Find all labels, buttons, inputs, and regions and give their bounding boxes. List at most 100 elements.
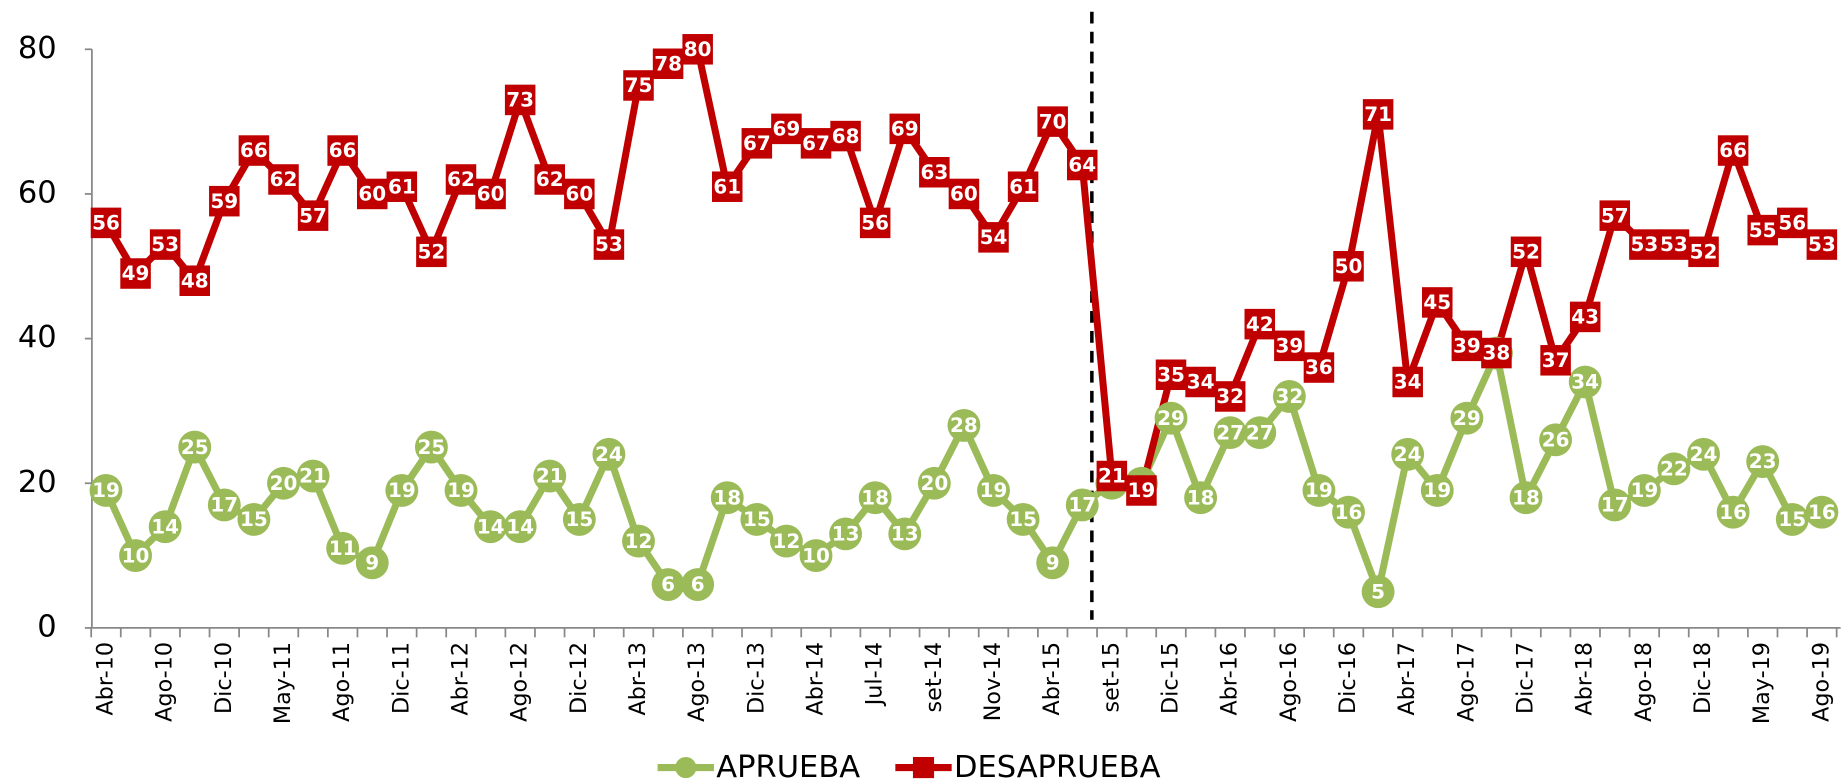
marker bbox=[771, 113, 802, 145]
x-tick-label: Abr-10 bbox=[92, 642, 118, 716]
data-label: 15 bbox=[240, 507, 268, 531]
x-tick-label: May-11 bbox=[270, 642, 296, 724]
data-label: 19 bbox=[388, 478, 416, 502]
data-label: 52 bbox=[1690, 239, 1718, 263]
data-label: 21 bbox=[299, 464, 327, 488]
data-label: 22 bbox=[1660, 456, 1688, 480]
marker bbox=[474, 510, 508, 544]
data-label: 69 bbox=[891, 117, 919, 141]
data-label: 61 bbox=[388, 174, 416, 198]
marker bbox=[149, 229, 181, 260]
marker bbox=[178, 430, 212, 464]
data-label: 57 bbox=[299, 203, 327, 227]
marker bbox=[1716, 495, 1750, 529]
marker bbox=[1037, 106, 1068, 137]
data-label: 53 bbox=[1808, 232, 1836, 256]
legend-marker bbox=[912, 757, 935, 779]
marker bbox=[1451, 330, 1483, 362]
data-label: 18 bbox=[1512, 485, 1540, 509]
data-label: 32 bbox=[1216, 384, 1244, 408]
marker bbox=[593, 229, 625, 260]
marker bbox=[1065, 488, 1099, 522]
marker bbox=[534, 164, 566, 195]
data-label: 45 bbox=[1423, 290, 1451, 314]
marker bbox=[948, 178, 980, 210]
marker bbox=[1332, 495, 1365, 529]
marker bbox=[503, 510, 537, 544]
data-label: 18 bbox=[713, 485, 741, 509]
data-label: 69 bbox=[773, 117, 801, 141]
data-label: 16 bbox=[1808, 500, 1836, 524]
marker bbox=[623, 70, 654, 101]
marker bbox=[1688, 236, 1719, 268]
y-tick-label: 60 bbox=[18, 175, 57, 210]
marker bbox=[416, 236, 447, 268]
data-label: 19 bbox=[92, 478, 120, 502]
data-label: 48 bbox=[181, 268, 209, 292]
data-label: 16 bbox=[1719, 500, 1747, 524]
data-label: 61 bbox=[1009, 174, 1037, 198]
marker bbox=[592, 437, 626, 471]
marker bbox=[385, 474, 419, 507]
marker bbox=[947, 408, 981, 442]
data-label: 66 bbox=[1719, 138, 1747, 162]
marker bbox=[889, 113, 921, 145]
data-label: 42 bbox=[1246, 312, 1274, 336]
data-label: 71 bbox=[1364, 102, 1392, 126]
data-label: 11 bbox=[329, 536, 357, 560]
data-label: 37 bbox=[1542, 348, 1570, 372]
data-label: 25 bbox=[181, 435, 209, 459]
marker bbox=[1303, 352, 1335, 383]
marker bbox=[977, 474, 1010, 507]
marker bbox=[297, 200, 329, 231]
marker bbox=[1687, 437, 1720, 471]
data-label: 17 bbox=[1601, 493, 1629, 517]
marker bbox=[444, 474, 478, 507]
data-label: 55 bbox=[1749, 218, 1777, 242]
marker bbox=[859, 207, 891, 239]
marker bbox=[1658, 229, 1690, 260]
x-tick-label: Abr-12 bbox=[447, 642, 473, 716]
data-label: 10 bbox=[122, 543, 150, 567]
x-tick-label: Dic-15 bbox=[1158, 642, 1184, 714]
marker bbox=[829, 517, 863, 551]
data-label: 19 bbox=[1630, 478, 1658, 502]
data-label: 62 bbox=[270, 167, 298, 191]
data-label: 34 bbox=[1394, 370, 1422, 394]
data-label: 24 bbox=[595, 442, 623, 466]
x-tick-label: Nov-14 bbox=[980, 642, 1006, 721]
marker bbox=[355, 546, 389, 580]
data-label: 20 bbox=[270, 471, 298, 495]
marker bbox=[238, 135, 270, 166]
data-label: 80 bbox=[684, 37, 712, 61]
marker bbox=[651, 568, 685, 601]
data-label: 60 bbox=[477, 182, 505, 206]
marker bbox=[1627, 474, 1661, 507]
marker bbox=[562, 502, 596, 536]
data-label: 15 bbox=[1009, 507, 1037, 531]
data-label: 6 bbox=[661, 572, 675, 596]
data-label: 62 bbox=[447, 167, 475, 191]
marker bbox=[888, 517, 922, 551]
legend-marker bbox=[675, 757, 697, 779]
data-label: 21 bbox=[1098, 464, 1126, 488]
data-label: 60 bbox=[950, 182, 978, 206]
legend-label: DESAPRUEBA bbox=[954, 750, 1161, 784]
marker bbox=[1213, 416, 1247, 450]
marker bbox=[1422, 287, 1453, 318]
marker bbox=[90, 207, 122, 239]
data-label: 61 bbox=[713, 174, 741, 198]
x-tick-label: Abr-14 bbox=[803, 642, 829, 716]
marker bbox=[681, 568, 715, 601]
x-tick-label: Abr-15 bbox=[1039, 642, 1065, 716]
data-label: 66 bbox=[240, 138, 268, 162]
data-label: 24 bbox=[1394, 442, 1422, 466]
x-tick-label: Dic-12 bbox=[566, 642, 592, 714]
x-tick-label: Ago-19 bbox=[1808, 642, 1834, 722]
data-label: 19 bbox=[1305, 478, 1333, 502]
data-label: 15 bbox=[1778, 507, 1806, 531]
data-label: 10 bbox=[802, 543, 830, 567]
marker bbox=[414, 430, 448, 464]
